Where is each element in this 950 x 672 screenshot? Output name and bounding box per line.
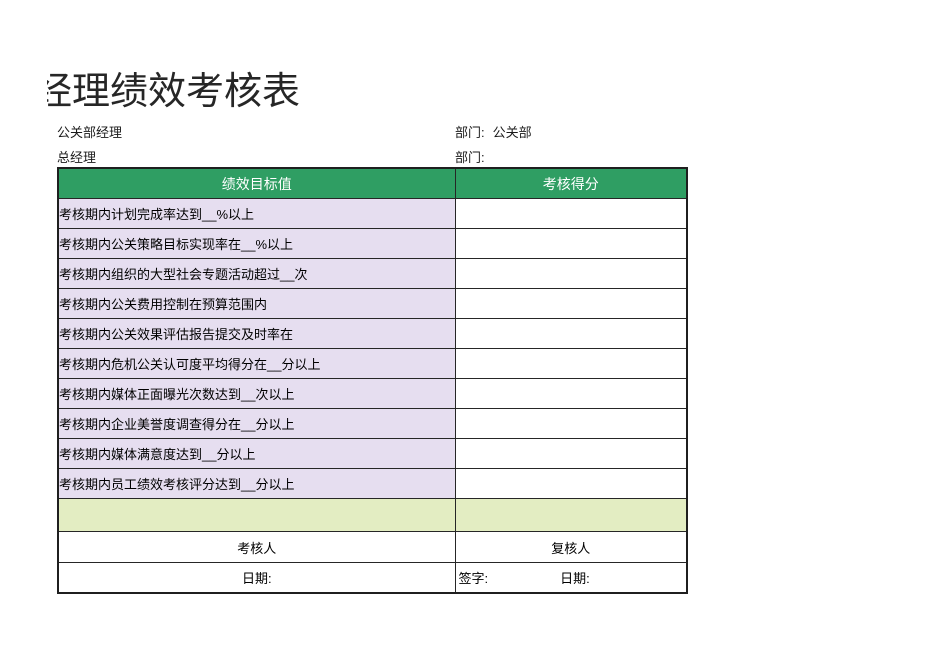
criteria-text: 考核期内公关策略目标实现率在__%以上 [57, 228, 456, 259]
score-cell[interactable] [454, 228, 688, 259]
header-score: 考核得分 [454, 167, 688, 199]
department-label-1: 部门: [455, 125, 485, 140]
assessee-line: 公关部经理 [57, 124, 122, 141]
page-title-wrap: 经理绩效考核表 [47, 68, 407, 116]
score-cell[interactable] [454, 348, 688, 379]
criteria-row: 考核期内员工绩效考核评分达到__分以上 [57, 468, 688, 499]
assessor-label: 考核人 [237, 540, 277, 556]
criteria-row: 考核期内公关策略目标实现率在__%以上 [57, 228, 688, 259]
table-header-row: 绩效目标值 考核得分 [57, 167, 688, 199]
criteria-text: 考核期内危机公关认可度平均得分在__分以上 [57, 348, 456, 379]
assessor-value: 总经理 [57, 150, 97, 165]
criteria-row: 考核期内组织的大型社会专题活动超过__次 [57, 258, 688, 289]
reviewer-cell[interactable]: 复核人 [454, 531, 688, 563]
criteria-row: 考核期内企业美誉度调查得分在__分以上 [57, 408, 688, 439]
date-sign-row: 日期: 签字: 日期: [58, 562, 688, 593]
department-line-2: 部门: [455, 149, 485, 166]
criteria-row: 考核期内危机公关认可度平均得分在__分以上 [57, 348, 688, 379]
sign-label: 签字: [458, 570, 489, 586]
criteria-text: 考核期内员工绩效考核评分达到__分以上 [57, 468, 456, 499]
sign-date-cell[interactable]: 签字: 日期: [454, 562, 688, 593]
date-cell-left[interactable]: 日期: [58, 562, 456, 593]
score-cell[interactable] [454, 408, 688, 439]
date-label-right: 日期: [560, 570, 590, 586]
signers-row: 考核人 复核人 [58, 531, 688, 563]
criteria-text: 考核期内媒体正面曝光次数达到__次以上 [57, 378, 456, 409]
page-title: 经理绩效考核表 [47, 71, 301, 113]
score-cell[interactable] [454, 198, 688, 229]
reviewer-label: 复核人 [551, 540, 591, 556]
criteria-row: 考核期内公关效果评估报告提交及时率在 [57, 318, 688, 349]
criteria-text: 考核期内公关效果评估报告提交及时率在 [57, 318, 456, 349]
header-target-value: 绩效目标值 [57, 167, 456, 199]
department-line-1: 部门: 公关部 [455, 124, 532, 141]
criteria-text: 考核期内公关费用控制在预算范围内 [57, 288, 456, 319]
summary-cell-left[interactable] [58, 498, 456, 532]
score-cell[interactable] [454, 288, 688, 319]
assessor-cell[interactable]: 考核人 [58, 531, 456, 563]
criteria-text: 考核期内企业美誉度调查得分在__分以上 [57, 408, 456, 439]
score-cell[interactable] [454, 378, 688, 409]
criteria-row: 考核期内公关费用控制在预算范围内 [57, 288, 688, 319]
score-cell[interactable] [454, 318, 688, 349]
criteria-text: 考核期内组织的大型社会专题活动超过__次 [57, 258, 456, 289]
criteria-text: 考核期内媒体满意度达到__分以上 [57, 438, 456, 469]
criteria-text: 考核期内计划完成率达到__%以上 [57, 198, 456, 229]
performance-table: 绩效目标值 考核得分 考核期内计划完成率达到__%以上 考核期内公关策略目标实现… [57, 167, 688, 594]
summary-cell-right[interactable] [454, 498, 688, 532]
criteria-row: 考核期内媒体正面曝光次数达到__次以上 [57, 378, 688, 409]
date-label-left: 日期: [241, 570, 272, 586]
score-cell[interactable] [454, 258, 688, 289]
summary-band-row [58, 498, 688, 532]
assessor-line: 总经理 [57, 149, 96, 166]
score-cell[interactable] [454, 438, 688, 469]
criteria-row: 考核期内媒体满意度达到__分以上 [57, 438, 688, 469]
department-label-2: 部门: [455, 150, 485, 165]
score-cell[interactable] [454, 468, 688, 499]
assessee-value: 公关部经理 [57, 125, 123, 140]
department-value-1: 公关部 [492, 125, 532, 140]
criteria-row: 考核期内计划完成率达到__%以上 [57, 198, 688, 229]
